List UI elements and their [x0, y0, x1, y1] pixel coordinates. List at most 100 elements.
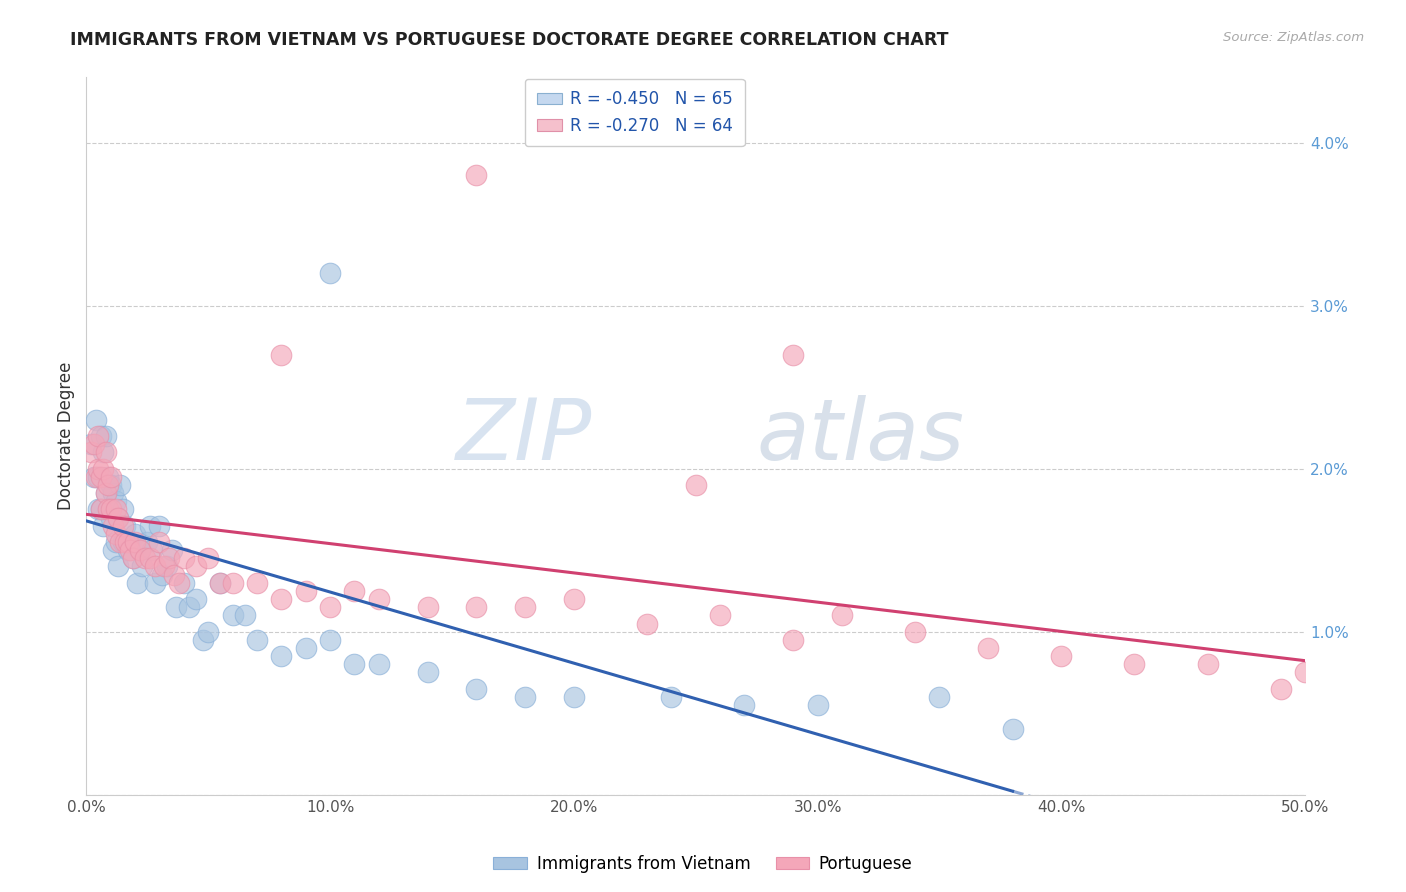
Point: [157, 551, 180, 566]
Point: [233, 608, 256, 623]
Point: [101, 518, 124, 533]
Point: [167, 575, 190, 590]
Point: [94, 486, 117, 500]
Point: [87, 470, 110, 484]
Point: [465, 168, 488, 182]
Point: [97, 502, 120, 516]
Text: Source: ZipAtlas.com: Source: ZipAtlas.com: [1223, 31, 1364, 45]
Point: [121, 551, 143, 566]
Point: [100, 510, 122, 524]
Point: [93, 445, 115, 459]
Point: [1001, 723, 1024, 737]
Point: [83, 470, 105, 484]
Point: [513, 600, 536, 615]
Point: [148, 518, 170, 533]
Point: [246, 632, 269, 647]
Text: IMMIGRANTS FROM VIETNAM VS PORTUGUESE DOCTORATE DEGREE CORRELATION CHART: IMMIGRANTS FROM VIETNAM VS PORTUGUESE DO…: [70, 31, 949, 49]
Point: [270, 592, 292, 607]
Point: [733, 698, 755, 712]
Point: [90, 502, 112, 516]
Point: [636, 616, 658, 631]
Point: [101, 543, 124, 558]
Point: [416, 600, 439, 615]
Point: [1050, 649, 1073, 664]
Point: [93, 461, 115, 475]
Point: [87, 502, 110, 516]
Point: [173, 575, 195, 590]
Point: [117, 535, 139, 549]
Point: [114, 518, 136, 533]
Point: [294, 583, 316, 598]
Point: [138, 518, 160, 533]
Point: [156, 559, 179, 574]
Point: [270, 347, 292, 361]
Point: [184, 592, 207, 607]
Point: [111, 535, 134, 549]
Point: [143, 559, 166, 574]
Point: [111, 518, 134, 533]
Point: [209, 575, 232, 590]
Point: [107, 559, 129, 574]
Point: [166, 600, 188, 615]
Point: [104, 535, 127, 549]
Point: [153, 559, 176, 574]
Point: [107, 510, 129, 524]
Point: [127, 575, 149, 590]
Point: [94, 429, 117, 443]
Point: [124, 527, 146, 541]
Point: [120, 535, 142, 549]
Point: [294, 640, 316, 655]
Point: [84, 413, 107, 427]
Point: [110, 478, 132, 492]
Point: [84, 470, 107, 484]
Point: [709, 608, 731, 623]
Text: ZIP: ZIP: [456, 394, 592, 477]
Point: [782, 347, 804, 361]
Point: [94, 486, 117, 500]
Point: [131, 559, 153, 574]
Point: [197, 624, 219, 639]
Point: [107, 510, 129, 524]
Point: [87, 461, 110, 475]
Point: [163, 567, 186, 582]
Point: [87, 429, 110, 443]
Point: [97, 470, 120, 484]
Point: [110, 535, 132, 549]
Point: [80, 445, 103, 459]
Point: [100, 478, 122, 492]
Point: [90, 429, 112, 443]
Point: [685, 478, 707, 492]
Point: [138, 551, 160, 566]
Point: [117, 543, 139, 558]
Point: [193, 632, 215, 647]
Point: [173, 551, 195, 566]
Point: [465, 681, 488, 696]
Point: [928, 690, 950, 704]
Point: [1294, 665, 1316, 680]
Point: [143, 575, 166, 590]
Point: [97, 502, 120, 516]
Point: [80, 437, 103, 451]
Point: [184, 559, 207, 574]
Point: [367, 592, 389, 607]
Point: [465, 600, 488, 615]
Point: [513, 690, 536, 704]
Point: [100, 502, 122, 516]
Point: [129, 543, 152, 558]
Point: [782, 632, 804, 647]
Point: [221, 575, 243, 590]
Point: [83, 437, 105, 451]
Point: [319, 632, 342, 647]
Point: [806, 698, 828, 712]
Point: [120, 543, 142, 558]
Point: [319, 266, 342, 280]
Point: [90, 470, 112, 484]
Point: [121, 551, 143, 566]
Point: [416, 665, 439, 680]
Point: [94, 445, 117, 459]
Point: [904, 624, 927, 639]
Point: [150, 567, 173, 582]
Point: [246, 575, 269, 590]
Point: [562, 592, 585, 607]
Point: [136, 535, 159, 549]
